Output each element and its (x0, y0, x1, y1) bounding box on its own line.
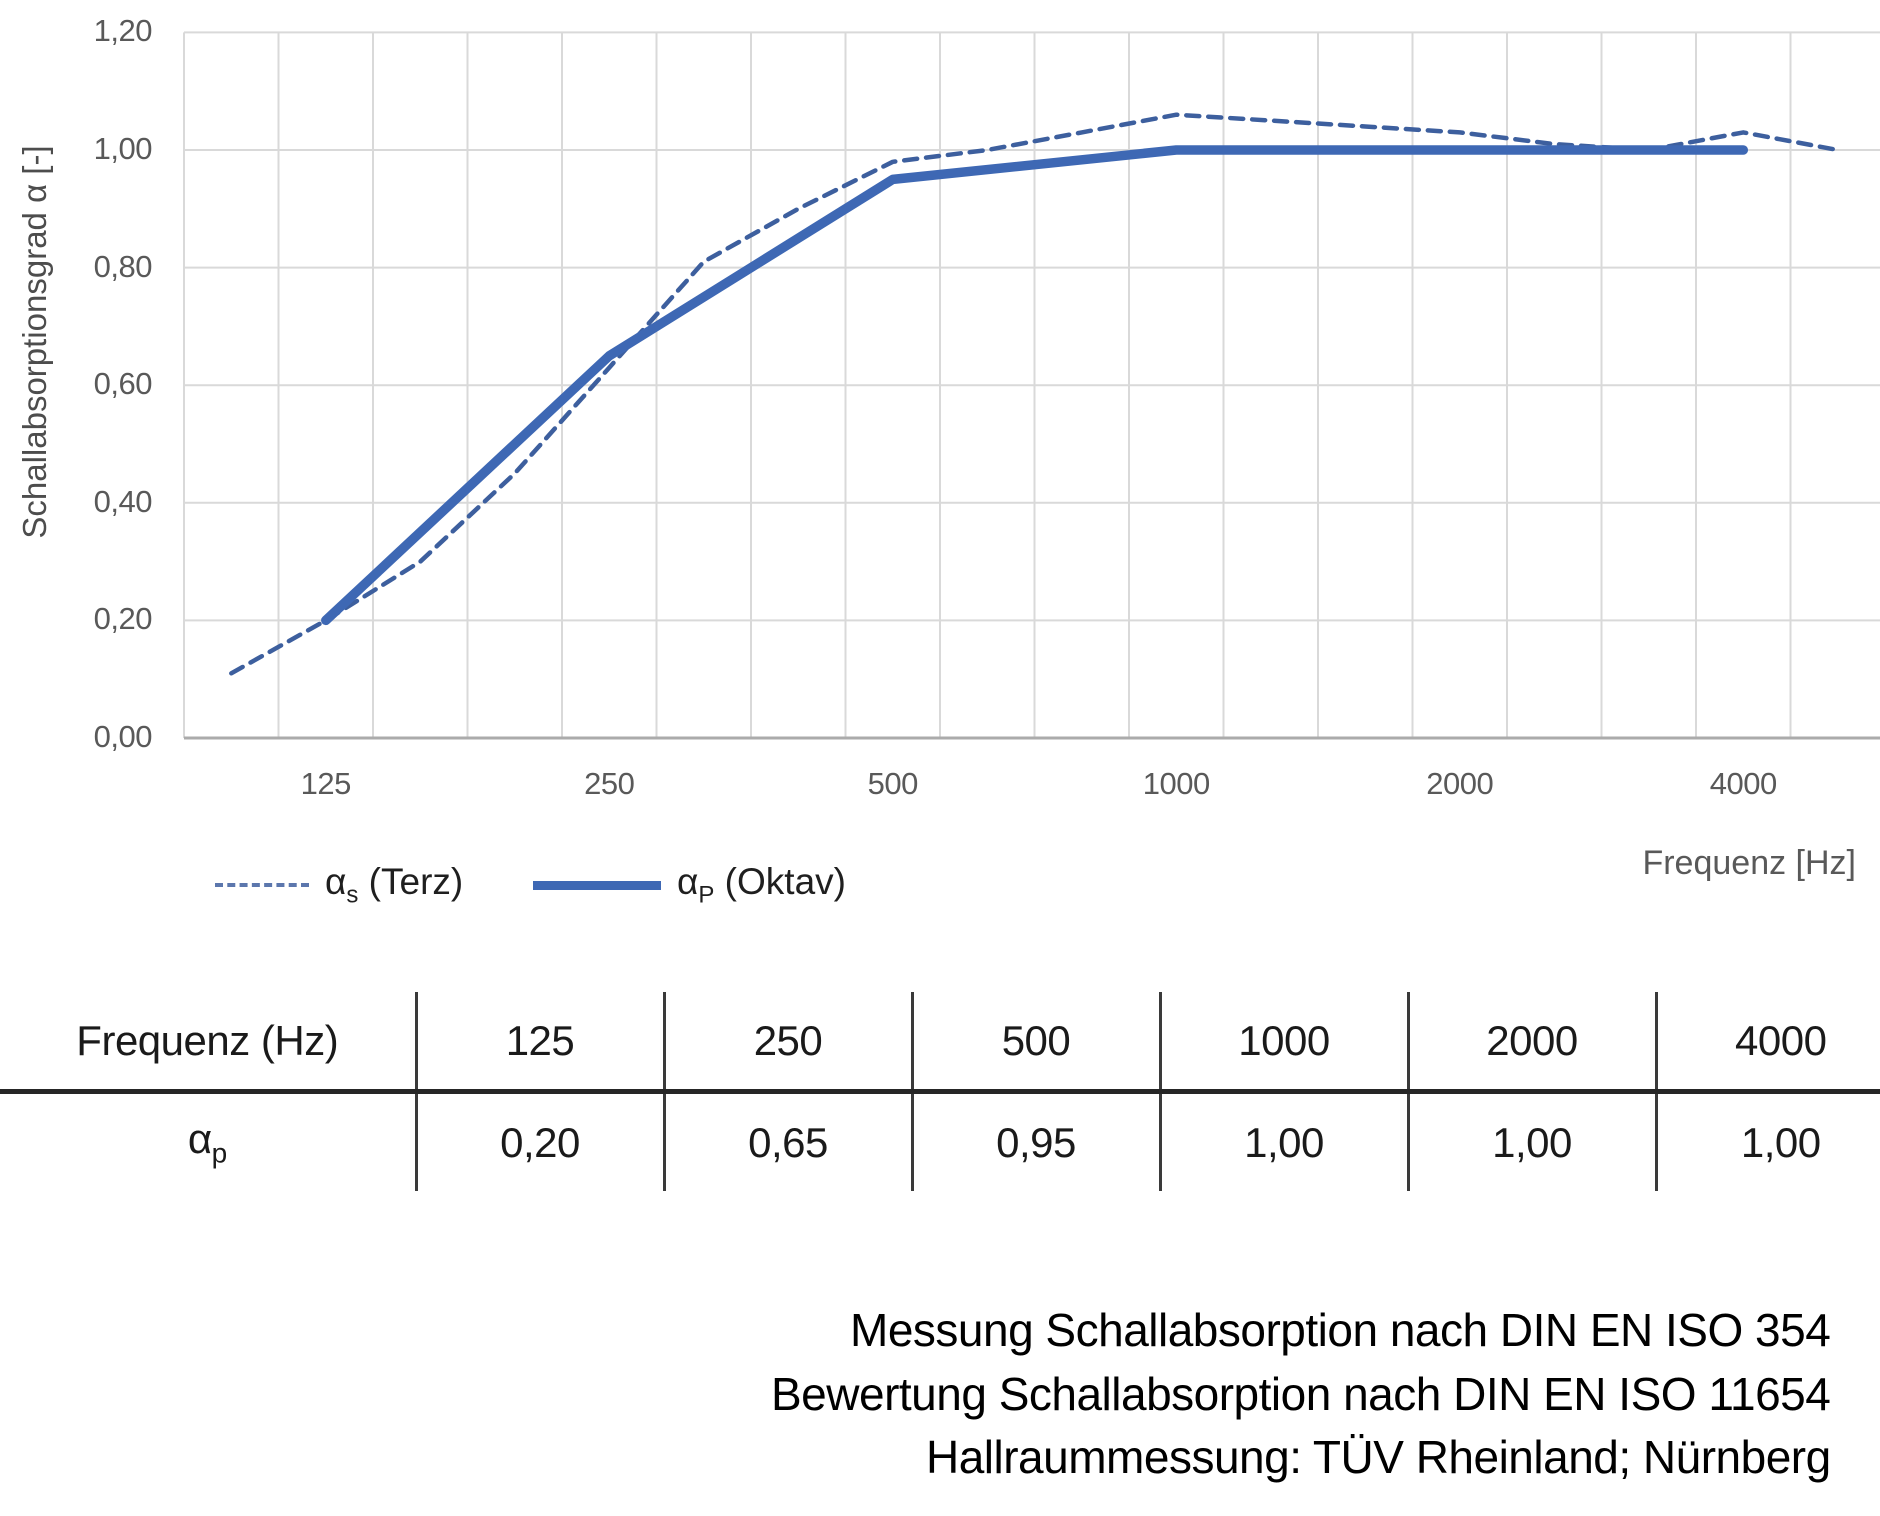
footer-line-measurement-standard: Messung Schallabsorption nach DIN EN ISO… (850, 1304, 1831, 1356)
y-axis-title: Schallabsorptionsgrad α [-] (16, 145, 53, 539)
table-header-500: 500 (910, 992, 1160, 1094)
legend-label-terz: αs (Terz) (325, 860, 464, 909)
x-axis-title: Frequenz [Hz] (1642, 844, 1856, 882)
legend-item-terz: αs (Terz) (215, 860, 464, 909)
table-value-2000: 1,00 (1406, 1091, 1656, 1191)
y-tick-label: 1,00 (93, 131, 153, 166)
footer-line-rating-standard: Bewertung Schallabsorption nach DIN EN I… (771, 1368, 1831, 1420)
x-tick-label: 4000 (1709, 766, 1777, 801)
table-header-2000: 2000 (1406, 992, 1656, 1094)
table-header-4000: 4000 (1654, 992, 1880, 1094)
table-header-1000: 1000 (1158, 992, 1408, 1094)
footer-line-lab: Hallraummessung: TÜV Rheinland; Nürnberg (926, 1431, 1831, 1483)
table-row-label-alpha-p: αp (187, 1115, 227, 1169)
dashed-line-sample-icon (215, 883, 309, 887)
terz-series-line (229, 112, 1841, 676)
x-tick-label: 2000 (1426, 766, 1494, 801)
y-tick-label: 0,40 (93, 483, 153, 519)
x-tick-label: 125 (300, 766, 352, 801)
legend-item-oktav: αP (Oktav) (533, 860, 846, 909)
y-tick-label: 0,80 (93, 248, 153, 284)
table-header-250: 250 (662, 992, 912, 1094)
y-tick-label: 0,60 (93, 366, 153, 402)
y-tick-label: 1,20 (93, 13, 153, 49)
solid-line-sample-icon (533, 880, 661, 890)
x-tick-label: 500 (867, 766, 919, 801)
table-value-4000: 1,00 (1654, 1091, 1880, 1191)
table-header-125: 125 (414, 992, 664, 1094)
table-header-row: Frequenz (Hz) 125 250 500 1000 2000 4000 (0, 992, 1880, 1094)
table-value-250: 0,65 (662, 1091, 912, 1191)
absorption-line-chart (183, 31, 1880, 740)
table-value-125: 0,20 (414, 1091, 664, 1191)
x-tick-label: 250 (584, 766, 635, 801)
y-tick-label: 0,20 (93, 601, 153, 637)
table-value-1000: 1,00 (1158, 1091, 1408, 1191)
legend-label-oktav: αP (Oktav) (677, 860, 846, 909)
table-header-frequency: Frequenz (Hz) (0, 992, 416, 1094)
alpha-p-table: Frequenz (Hz) 125 250 500 1000 2000 4000… (0, 992, 1880, 1191)
oktav-series-line (321, 145, 1749, 626)
y-tick-label: 0,00 (93, 719, 153, 754)
x-tick-label: 1000 (1142, 766, 1210, 801)
table-value-500: 0,95 (910, 1091, 1160, 1191)
table-value-row: αp 0,20 0,65 0,95 1,00 1,00 1,00 (0, 1091, 1880, 1191)
